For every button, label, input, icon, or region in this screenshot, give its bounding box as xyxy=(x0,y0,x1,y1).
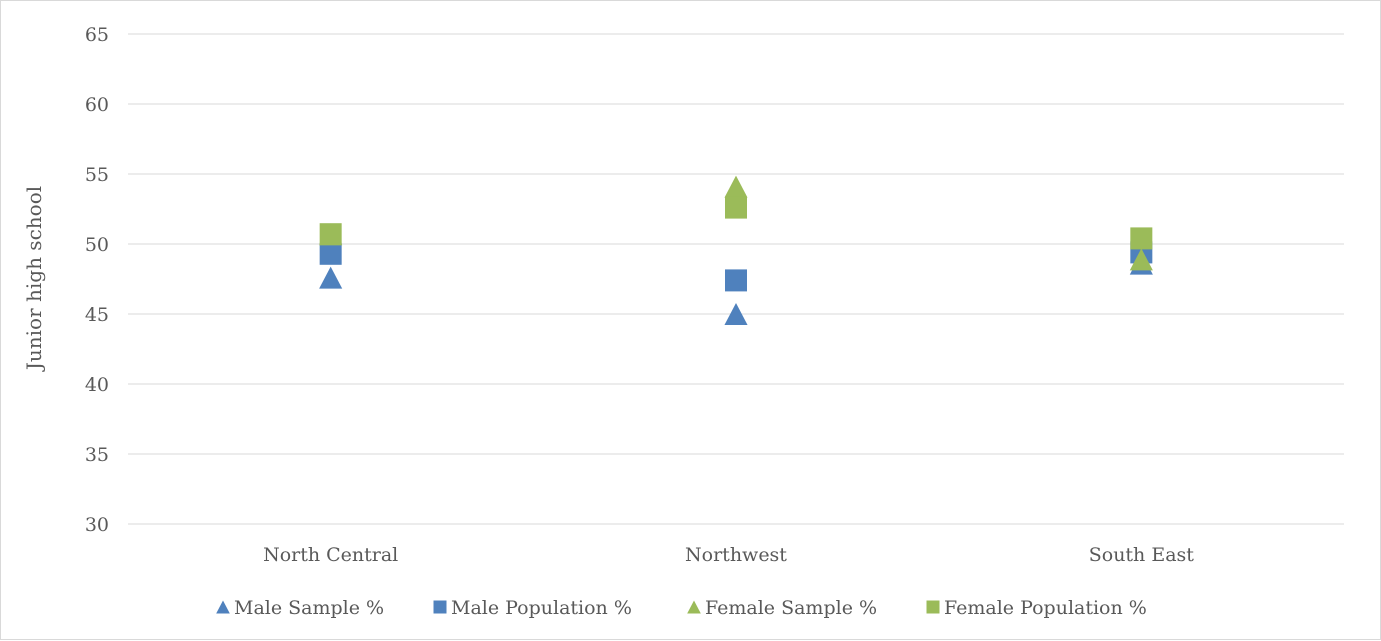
data-point xyxy=(725,196,747,219)
legend-label: Female Sample % xyxy=(705,597,877,619)
x-tick-label: South East xyxy=(1089,544,1195,566)
data-point xyxy=(724,303,748,325)
y-tick-label: 50 xyxy=(85,234,109,256)
y-tick-label: 40 xyxy=(85,374,109,396)
data-point xyxy=(1129,248,1153,271)
legend-label: Female Population % xyxy=(944,597,1147,619)
y-tick-label: 60 xyxy=(85,94,109,116)
legend-marker xyxy=(433,600,447,614)
legend-label: Male Population % xyxy=(451,597,632,619)
x-tick-label: North Central xyxy=(263,544,398,566)
legend-label: Male Sample % xyxy=(234,597,384,619)
y-tick-label: 55 xyxy=(85,164,109,186)
data-point xyxy=(319,266,343,289)
y-tick-label: 65 xyxy=(85,24,109,46)
y-axis-title: Junior high school xyxy=(22,186,46,372)
data-point xyxy=(319,223,342,246)
data-point xyxy=(1130,227,1153,250)
legend: Male Sample % Male Population % Female Sam… xyxy=(216,597,1147,619)
data-point xyxy=(724,175,748,198)
x-tick-label: Northwest xyxy=(685,544,787,566)
y-axis-ticks: 30 35 40 45 50 55 60 65 xyxy=(85,24,109,536)
legend-marker xyxy=(926,600,940,614)
y-tick-label: 35 xyxy=(85,444,109,466)
x-axis-ticks: North Central Northwest South East xyxy=(263,544,1194,566)
data-markers xyxy=(319,175,1153,325)
y-tick-label: 30 xyxy=(85,514,109,536)
legend-marker xyxy=(687,600,701,614)
y-tick-label: 45 xyxy=(85,304,109,326)
data-point xyxy=(725,269,747,292)
legend-marker xyxy=(216,600,230,614)
data-point xyxy=(319,242,342,265)
